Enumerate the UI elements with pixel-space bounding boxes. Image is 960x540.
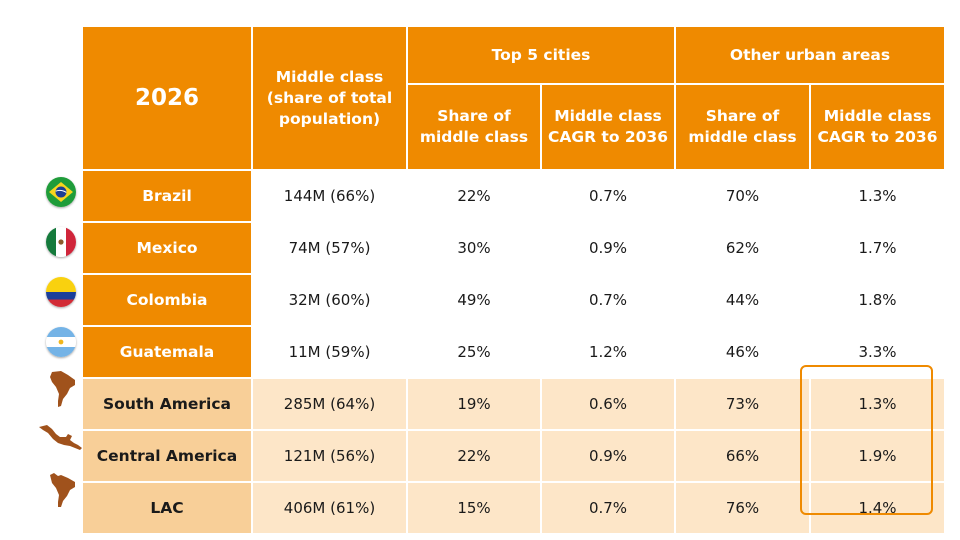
cell-top5-cagr: 0.7%: [542, 483, 674, 533]
cell-other-share: 76%: [676, 483, 809, 533]
cell-other-cagr: 1.4%: [811, 483, 944, 533]
other-cagr-header: Middle class CAGR to 2036: [811, 85, 944, 169]
middle-class-header: Middle class (share of total population): [253, 27, 406, 169]
row-label-brazil: Brazil: [83, 171, 251, 221]
top5-cagr-header: Middle class CAGR to 2036: [542, 85, 674, 169]
cell-other-cagr: 1.9%: [811, 431, 944, 481]
lac-map-icon: [50, 473, 75, 507]
cell-top5-share: 49%: [408, 275, 540, 325]
row-label-guatemala: Guatemala: [83, 327, 251, 377]
argentina-flag-icon: [46, 327, 76, 357]
cell-middle-class: 32M (60%): [253, 275, 406, 325]
cell-other-cagr: 1.3%: [811, 171, 944, 221]
cell-middle-class: 121M (56%): [253, 431, 406, 481]
top5-share-header: Share of middle class: [408, 85, 540, 169]
brazil-flag-icon: [46, 177, 76, 207]
other-share-header: Share of middle class: [676, 85, 809, 169]
cell-middle-class: 406M (61%): [253, 483, 406, 533]
cell-top5-share: 30%: [408, 223, 540, 273]
middle-class-table: 2026 Middle class (share of total popula…: [83, 27, 944, 533]
cell-top5-cagr: 0.9%: [542, 223, 674, 273]
cell-middle-class: 11M (59%): [253, 327, 406, 377]
cell-top5-cagr: 0.6%: [542, 379, 674, 429]
cell-other-cagr: 1.3%: [811, 379, 944, 429]
cell-other-cagr: 3.3%: [811, 327, 944, 377]
cell-top5-cagr: 0.9%: [542, 431, 674, 481]
south-america-map-icon: [50, 371, 75, 407]
cell-top5-share: 22%: [408, 171, 540, 221]
row-label-lac: LAC: [83, 483, 251, 533]
cell-top5-cagr: 0.7%: [542, 275, 674, 325]
cell-other-cagr: 1.7%: [811, 223, 944, 273]
cell-other-share: 66%: [676, 431, 809, 481]
other-urban-group-header: Other urban areas: [676, 27, 944, 83]
cell-other-share: 44%: [676, 275, 809, 325]
row-label-colombia: Colombia: [83, 275, 251, 325]
row-label-south-america: South America: [83, 379, 251, 429]
cell-top5-share: 15%: [408, 483, 540, 533]
cell-middle-class: 285M (64%): [253, 379, 406, 429]
cell-middle-class: 144M (66%): [253, 171, 406, 221]
mexico-flag-icon: [46, 227, 76, 257]
cell-other-share: 73%: [676, 379, 809, 429]
year-header: 2026: [83, 27, 251, 169]
cell-middle-class: 74M (57%): [253, 223, 406, 273]
cell-other-share: 62%: [676, 223, 809, 273]
cell-other-share: 46%: [676, 327, 809, 377]
central-america-map-icon: [39, 425, 82, 450]
cell-top5-share: 22%: [408, 431, 540, 481]
colombia-flag-icon: [46, 277, 76, 307]
cell-top5-cagr: 1.2%: [542, 327, 674, 377]
cell-other-share: 70%: [676, 171, 809, 221]
cell-other-cagr: 1.8%: [811, 275, 944, 325]
cell-top5-share: 19%: [408, 379, 540, 429]
cell-top5-share: 25%: [408, 327, 540, 377]
row-label-central-america: Central America: [83, 431, 251, 481]
cell-top5-cagr: 0.7%: [542, 171, 674, 221]
row-label-mexico: Mexico: [83, 223, 251, 273]
top5-cities-group-header: Top 5 cities: [408, 27, 674, 83]
